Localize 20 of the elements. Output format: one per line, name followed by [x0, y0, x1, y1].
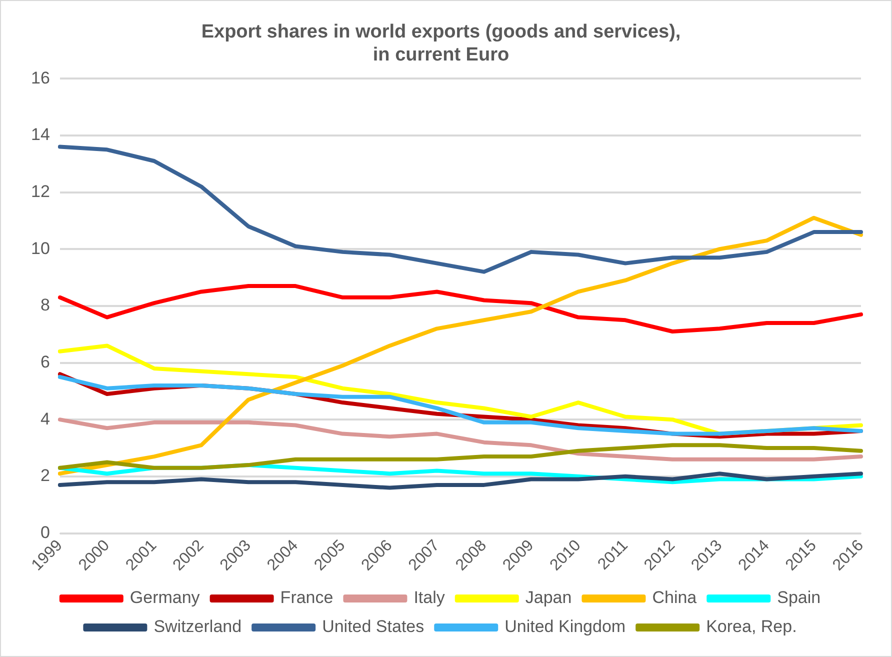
y-tick-label: 12 [30, 182, 50, 201]
legend-label: United Kingdom [504, 617, 626, 636]
legend-label: Japan [525, 588, 572, 608]
y-tick-label: 14 [30, 125, 50, 144]
legend-label: Germany [130, 588, 200, 608]
y-tick-label: 2 [40, 466, 50, 486]
chart-title: Export shares in world exports (goods and services), in current Euro [201, 22, 681, 66]
y-tick-label: 4 [40, 409, 50, 428]
y-tick-label: 10 [30, 238, 50, 258]
y-tick-label: 16 [30, 68, 50, 88]
legend-label: Korea, Rep. [706, 617, 797, 636]
y-tick-label: 0 [40, 522, 50, 542]
legend-label: Italy [414, 588, 446, 608]
y-tick-label: 8 [40, 296, 50, 315]
legend-label: United States [322, 617, 424, 636]
legend-label: Spain [777, 588, 821, 608]
legend-label: Switzerland [154, 617, 242, 636]
legend-label: China [652, 588, 698, 608]
y-tick-label: 6 [40, 352, 50, 372]
legend-label: France [280, 588, 334, 608]
